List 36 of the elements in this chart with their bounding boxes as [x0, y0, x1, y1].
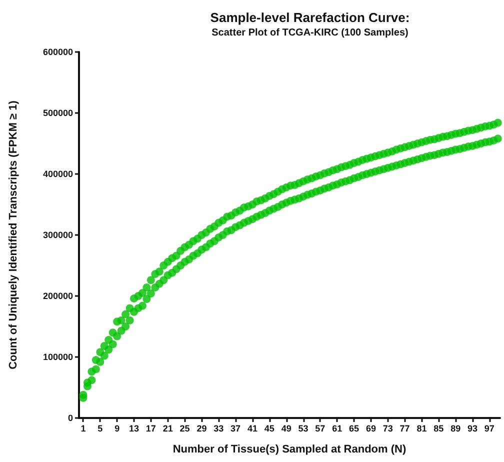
x-tick-label: 37	[230, 424, 241, 434]
x-tick-label: 5	[98, 424, 103, 434]
y-tick-label: 300000	[42, 230, 73, 240]
x-tick-label: 77	[400, 424, 410, 434]
x-tick-label: 89	[450, 424, 461, 434]
y-tick-label: 600000	[42, 47, 73, 57]
y-axis-title: Count of Uniquely Identified Transcripts (FPKM ≥ 1)	[8, 100, 20, 370]
x-tick-label: 25	[180, 424, 190, 434]
y-tick-label: 0	[68, 413, 73, 423]
y-tick-label: 200000	[42, 291, 73, 301]
x-tick-label: 85	[434, 424, 444, 434]
x-tick-label: 61	[332, 424, 342, 434]
x-tick-label: 73	[382, 424, 393, 434]
y-tick-label: 500000	[42, 108, 73, 118]
x-tick-label: 93	[467, 424, 478, 434]
x-tick-label: 29	[196, 424, 207, 434]
x-tick-label: 45	[264, 424, 274, 434]
y-tick-label: 100000	[42, 352, 73, 362]
x-tick-label: 81	[416, 424, 427, 434]
x-tick-label: 65	[349, 424, 360, 434]
chart-subtitle: Scatter Plot of TCGA-KIRC (100 Samples)	[212, 28, 408, 38]
x-tick-label: 49	[281, 424, 292, 434]
x-tick-label: 33	[214, 424, 224, 434]
x-axis-title: Number of Tissue(s) Sampled at Random (N)	[172, 444, 406, 456]
chart-title: Sample-level Rarefaction Curve:	[210, 10, 410, 25]
x-tick-label: 13	[128, 424, 140, 434]
x-tick-label: 21	[162, 424, 173, 434]
x-tick-label: 1	[80, 424, 86, 434]
y-tick-label: 400000	[42, 169, 73, 179]
x-tick-label: 97	[484, 424, 494, 434]
x-tick-label: 53	[298, 424, 308, 434]
x-tick-label: 57	[315, 424, 326, 434]
x-tick-label: 41	[247, 424, 258, 434]
x-tick-label: 69	[366, 424, 376, 434]
x-tick-label: 17	[146, 424, 156, 434]
x-tick-label: 9	[114, 424, 120, 434]
